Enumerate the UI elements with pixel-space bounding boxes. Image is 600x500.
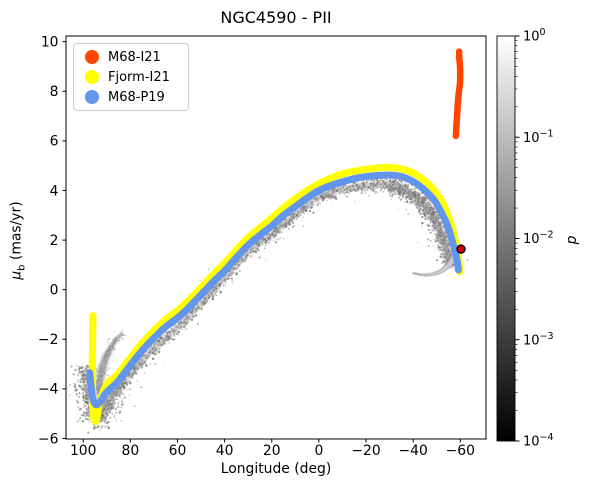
x-tick-label: 0 <box>314 443 323 459</box>
legend-label: M68-P19 <box>108 89 165 105</box>
y-tick-label: 10 <box>41 35 59 51</box>
y-tick-label: 2 <box>50 233 59 249</box>
x-tick-label: 60 <box>169 443 187 459</box>
y-tick-label: 4 <box>50 183 59 199</box>
stream-wisp <box>412 252 460 277</box>
legend-item: M68-P19 <box>74 87 188 107</box>
x-tick-label: 100 <box>70 443 97 459</box>
legend-marker-icon <box>85 90 99 104</box>
series-stream-scatter <box>66 171 469 434</box>
colorbar-tick-label: 10−4 <box>523 432 554 450</box>
colorbar: 100 10−1 10−2 10−3 10−4 <box>496 27 554 450</box>
y-tick-label: −2 <box>38 332 58 348</box>
x-tick-label: −40 <box>399 443 428 459</box>
colorbar-gradient <box>496 35 516 442</box>
legend: M68-I21 Fjorm-I21 M68-P19 <box>73 43 189 111</box>
x-tick-label: −20 <box>351 443 380 459</box>
legend-label: M68-I21 <box>108 49 161 65</box>
legend-item: M68-I21 <box>74 47 188 67</box>
series-m68-i21 <box>452 48 464 140</box>
data-layer <box>66 48 469 434</box>
series-m68-p19 <box>86 171 462 409</box>
colorbar-tick-label: 10−3 <box>523 331 554 349</box>
y-tick-label: 0 <box>50 283 59 299</box>
colorbar-tick-label: 10−2 <box>523 230 554 248</box>
axes-spines <box>65 35 487 440</box>
y-tick-label: 8 <box>50 84 59 100</box>
colorbar-tick-label: 10−1 <box>523 128 554 146</box>
y-tick-label: −6 <box>38 431 58 447</box>
y-tick-label: 6 <box>50 134 59 150</box>
legend-marker-icon <box>85 70 99 84</box>
legend-label: Fjorm-I21 <box>108 69 170 85</box>
x-tick-label: 80 <box>121 443 139 459</box>
x-tick-label: 20 <box>263 443 281 459</box>
series-fjorm-i21 <box>88 163 464 425</box>
x-tick-label: −60 <box>446 443 475 459</box>
x-tick-label: 40 <box>216 443 234 459</box>
stream-crescent <box>92 329 127 400</box>
colorbar-tick-label: 100 <box>523 27 546 45</box>
cluster-marker <box>456 244 466 254</box>
y-tick-label: −4 <box>38 382 59 398</box>
legend-marker-icon <box>85 50 99 64</box>
legend-item: Fjorm-I21 <box>74 67 188 87</box>
